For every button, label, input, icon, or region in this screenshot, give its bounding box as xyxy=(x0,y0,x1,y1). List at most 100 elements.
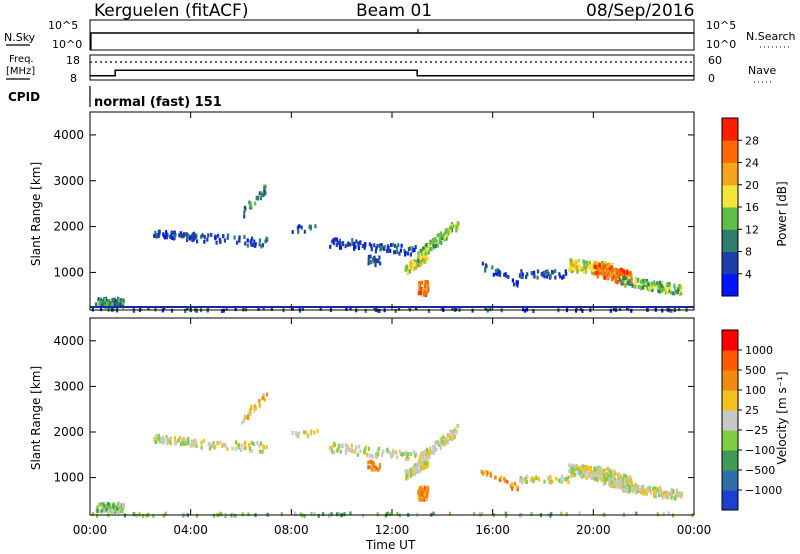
echo-cell xyxy=(591,268,594,273)
echo-cell xyxy=(203,234,206,239)
echo-cell xyxy=(457,221,460,226)
echo-cell xyxy=(620,486,623,491)
echo-cell xyxy=(671,490,675,495)
echo-cell xyxy=(234,440,238,445)
echo-cell xyxy=(432,237,435,242)
echo-cell xyxy=(364,450,367,455)
echo-cell xyxy=(241,512,244,517)
echo-cell xyxy=(482,471,485,476)
echo-cell xyxy=(677,493,680,498)
echo-cell xyxy=(297,434,300,439)
echo-cell xyxy=(666,290,669,295)
echo-cell xyxy=(424,251,427,256)
echo-cell xyxy=(370,453,373,458)
echo-cell xyxy=(637,278,640,283)
echo-cell xyxy=(376,308,380,313)
echo-cell xyxy=(574,308,578,313)
echo-cell xyxy=(226,235,229,240)
echo-cell xyxy=(329,244,332,249)
echo-cell xyxy=(424,243,428,248)
echo-cell xyxy=(503,476,506,481)
echo-cell xyxy=(240,447,243,452)
echo-cell xyxy=(574,465,577,470)
echo-cell xyxy=(306,434,310,439)
velocity-cb-swatch xyxy=(722,410,738,431)
echo-cell xyxy=(301,306,304,311)
echo-cell xyxy=(354,244,357,249)
echo-cell xyxy=(607,269,610,274)
echo-cell xyxy=(418,457,421,462)
echo-cell xyxy=(511,482,514,487)
nsky-panel: N.Sky 10^5 10^0 10^5 10^0 N.Search xyxy=(4,19,796,51)
echo-cell xyxy=(328,513,331,518)
velocity-panel: 1000 2000 3000 4000 Slant Range [km] xyxy=(29,317,695,518)
echo-cell xyxy=(419,497,422,502)
echo-cell xyxy=(217,233,220,238)
echo-cell xyxy=(530,476,533,481)
echo-cell xyxy=(164,511,167,516)
echo-cell xyxy=(409,261,412,266)
nsearch-tick-top: 10^5 xyxy=(706,19,736,32)
echo-cell xyxy=(613,477,616,482)
echo-cell xyxy=(339,449,342,454)
power-cb-swatch xyxy=(722,229,738,252)
echo-cell xyxy=(237,445,240,450)
echo-cell xyxy=(378,463,382,468)
echo-cell xyxy=(571,266,574,271)
echo-cell xyxy=(439,240,442,245)
echo-cell xyxy=(171,236,174,241)
echo-cell xyxy=(241,420,244,425)
echo-cell xyxy=(358,444,361,449)
echo-cell xyxy=(165,230,168,235)
echo-cell xyxy=(344,443,348,448)
echo-cell xyxy=(378,308,381,313)
echo-cell xyxy=(114,505,117,510)
echo-cell xyxy=(407,469,410,474)
echo-cell xyxy=(208,446,212,451)
echo-cell xyxy=(628,482,631,487)
echo-cell xyxy=(262,393,265,398)
echo-cell xyxy=(577,466,580,471)
echo-cell xyxy=(489,472,492,477)
echo-cell xyxy=(450,223,453,228)
echo-cell xyxy=(653,282,656,287)
echo-cell xyxy=(631,283,634,288)
echo-cell xyxy=(422,495,425,500)
nsearch-tick-bottom: 10^0 xyxy=(706,38,736,51)
echo-cell xyxy=(280,512,283,517)
echo-cell xyxy=(427,243,430,248)
echo-cell xyxy=(627,306,630,311)
echo-cell xyxy=(617,274,621,279)
echo-cell xyxy=(428,243,431,248)
echo-cell xyxy=(249,411,252,416)
echo-cell xyxy=(409,252,412,257)
echo-cell xyxy=(532,479,535,484)
echo-cell xyxy=(437,232,440,237)
echo-cell xyxy=(654,486,657,491)
echo-cell xyxy=(418,289,421,294)
echo-cell xyxy=(263,186,266,191)
echo-cell xyxy=(500,475,503,480)
echo-cell xyxy=(373,462,376,467)
echo-cell xyxy=(427,451,431,456)
echo-cell xyxy=(575,463,578,468)
echo-cell xyxy=(250,440,254,445)
echo-cell xyxy=(453,427,456,432)
echo-cell xyxy=(254,406,258,411)
echo-cell xyxy=(658,289,661,294)
echo-cell xyxy=(571,472,575,477)
echo-cell xyxy=(420,492,423,497)
echo-cell xyxy=(442,233,445,238)
echo-cell xyxy=(397,306,401,311)
echo-cell xyxy=(587,467,590,472)
echo-cell xyxy=(371,454,374,459)
nsky-tick-bottom: 10^0 xyxy=(52,38,82,51)
echo-cell xyxy=(561,474,564,479)
echo-cell xyxy=(678,284,681,289)
echo-cell xyxy=(106,299,109,304)
echo-cell xyxy=(418,263,421,268)
nsky-tick-top: 10^5 xyxy=(48,19,78,32)
echo-cell xyxy=(596,470,599,475)
echo-cell xyxy=(591,472,594,477)
